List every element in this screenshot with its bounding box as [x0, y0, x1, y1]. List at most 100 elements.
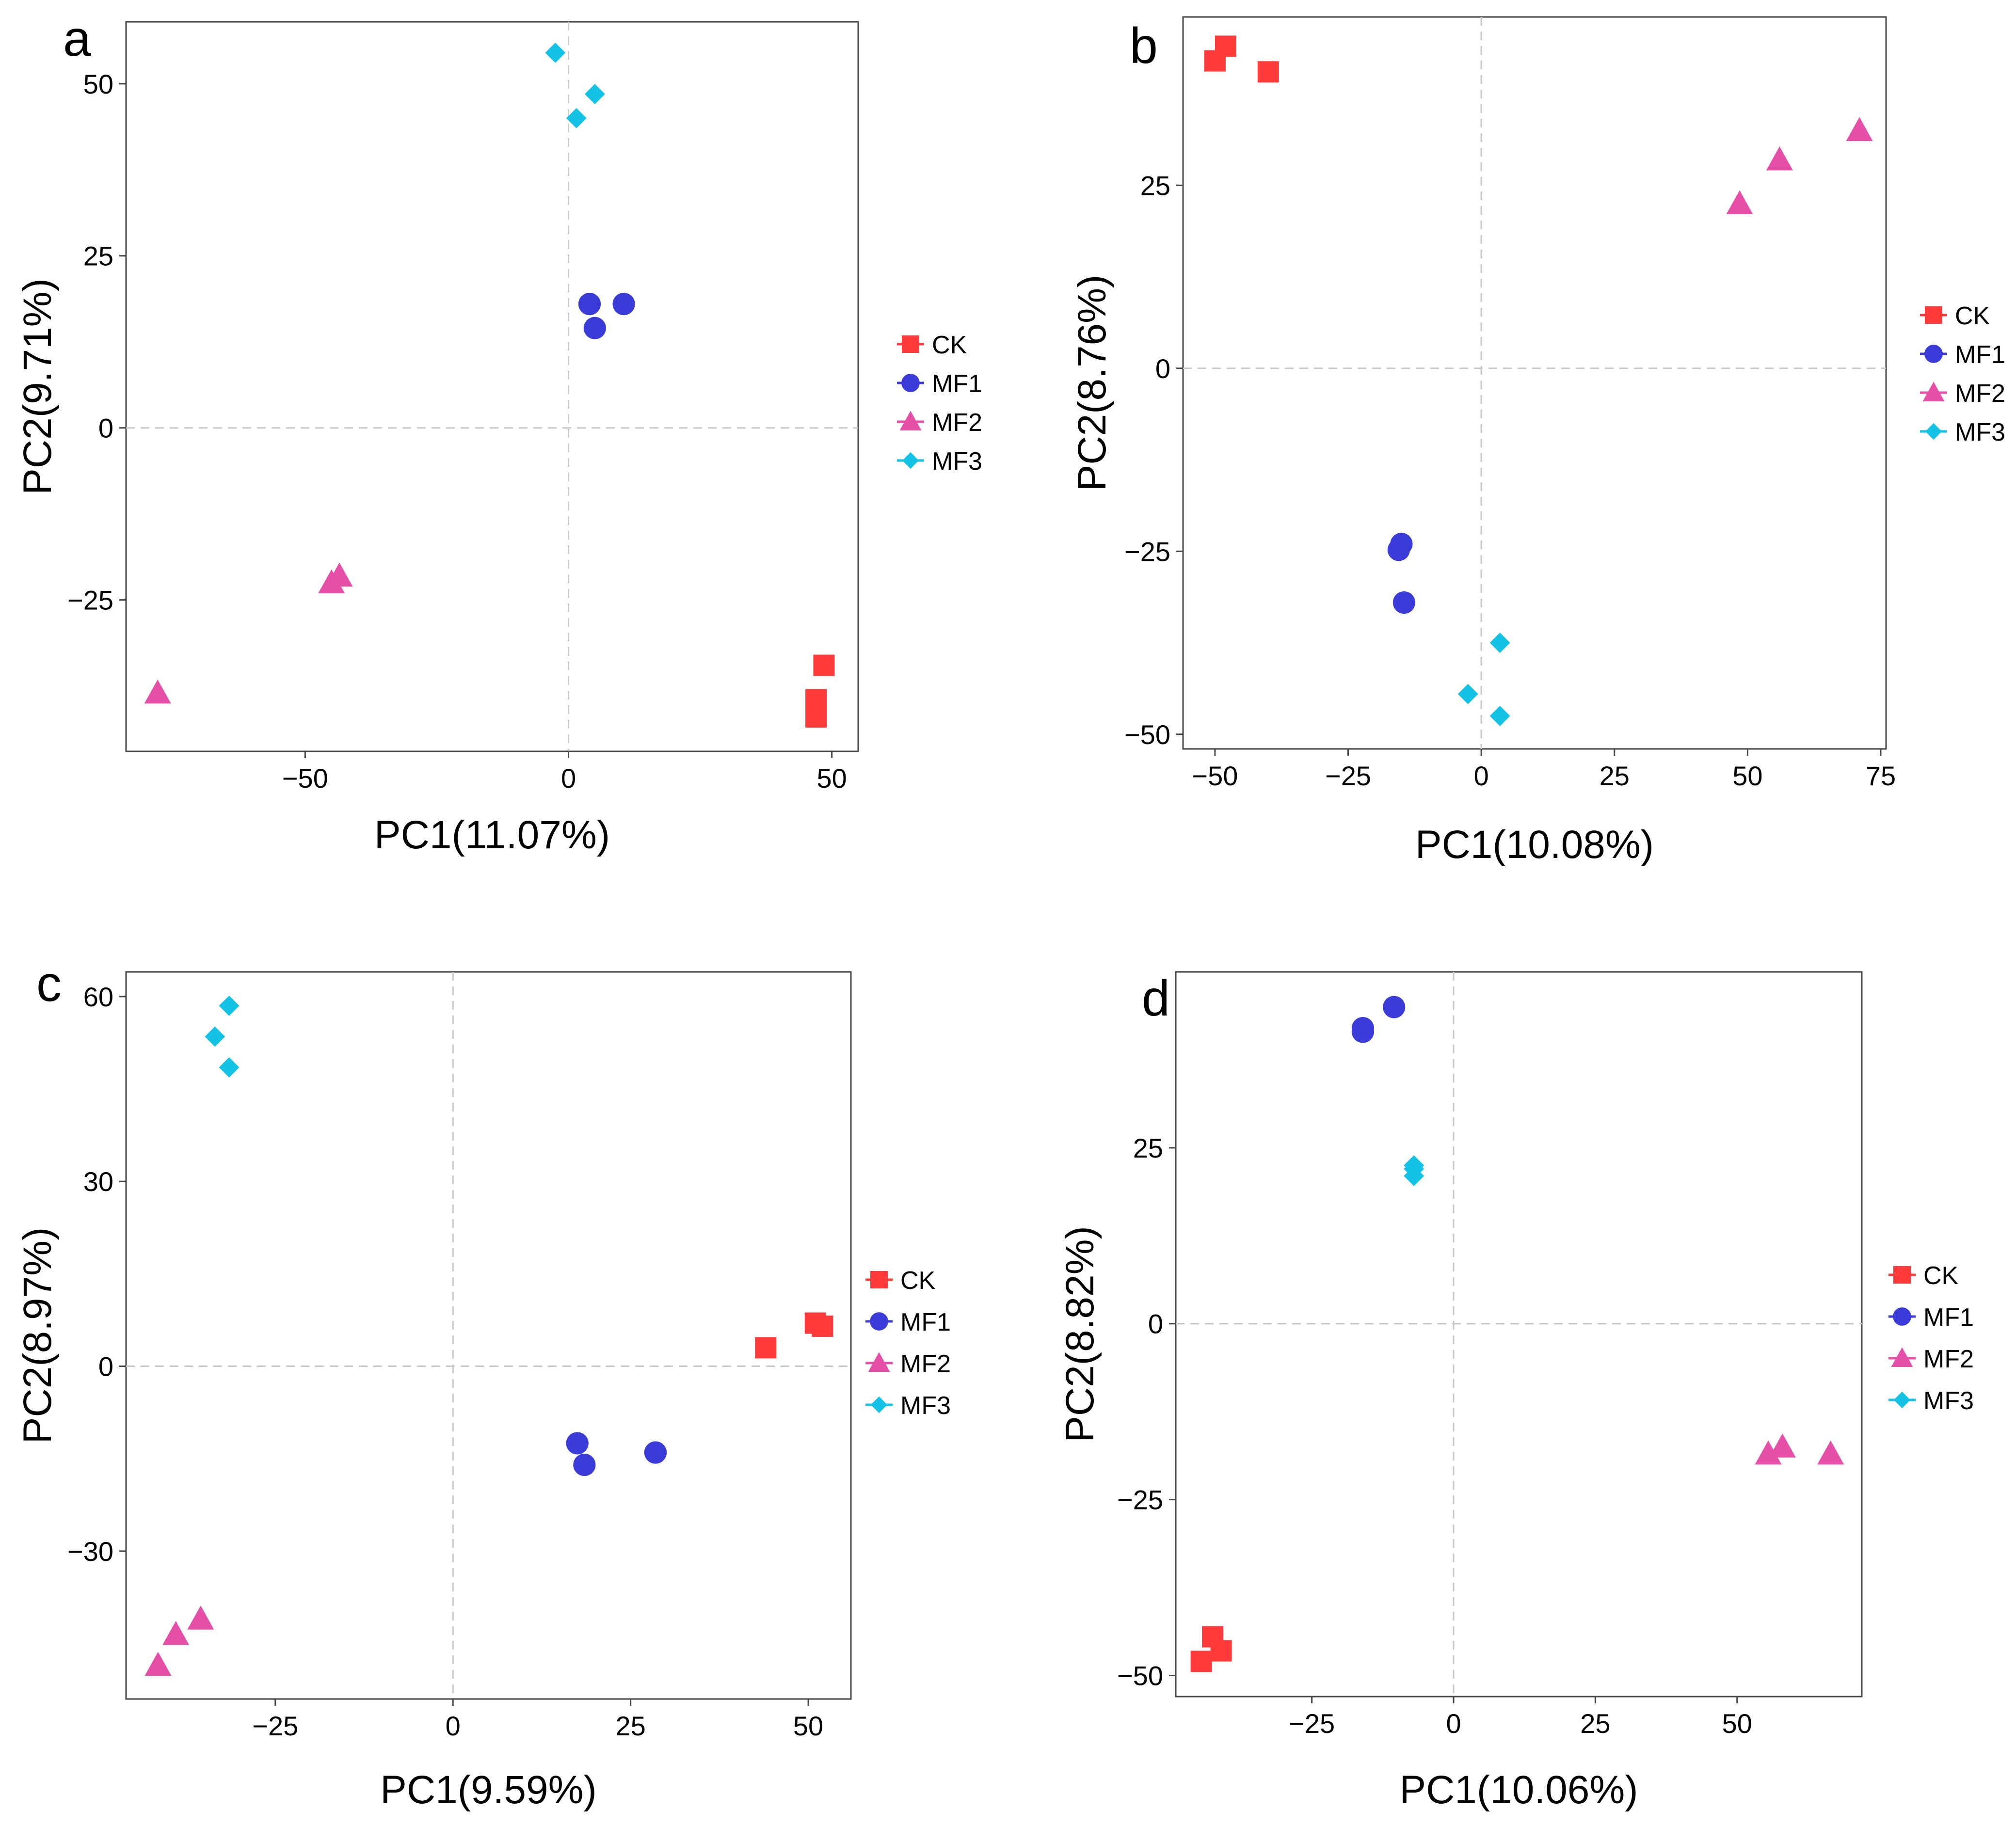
x-axis-title: PC1(10.08%)	[1415, 823, 1654, 867]
point-mf3	[584, 84, 605, 104]
point-mf2	[1766, 146, 1793, 171]
legend-marker-ck	[1925, 306, 1942, 324]
legend-marker-mf3	[1925, 423, 1942, 440]
x-tick-label: −25	[1289, 1708, 1335, 1739]
y-tick-label: 25	[83, 241, 113, 271]
panel-c: −25 0 25 50 −30 0 30 60 PC1(9.59%) PC2(8.97%) c CK M…	[16, 956, 951, 1812]
legend-label-mf2: MF2	[1923, 1345, 1974, 1373]
panel-a: −50 0 50 −25 0 25 50 PC1(11.07%) PC2(9.71%) a CK MF…	[16, 11, 982, 857]
legend-marker-mf1	[1893, 1307, 1911, 1326]
point-mf1	[1392, 591, 1415, 614]
x-tick-label: 50	[1722, 1708, 1752, 1739]
point-ck	[755, 1337, 777, 1359]
point-mf1	[1387, 539, 1410, 561]
y-tick-label: −50	[1117, 1660, 1163, 1691]
point-mf1	[566, 1432, 589, 1455]
point-mf2	[1769, 1433, 1796, 1458]
point-ck	[1204, 50, 1226, 72]
legend-marker-ck	[902, 335, 919, 353]
legend-marker-mf2	[1922, 381, 1945, 401]
x-tick-label: 0	[1474, 761, 1489, 791]
legend-label-mf1: MF1	[1923, 1303, 1974, 1332]
plot-frame	[125, 21, 859, 752]
legend-label-mf1: MF1	[932, 370, 982, 398]
y-tick-label: 30	[83, 1166, 113, 1197]
y-axis-title: PC2(9.71%)	[16, 278, 60, 495]
x-tick-label: 50	[1732, 761, 1762, 791]
x-axis-title: PC1(11.07%)	[374, 813, 610, 857]
panel-letter: a	[63, 11, 91, 67]
y-tick-label: 60	[83, 982, 113, 1012]
point-mf2	[162, 1621, 190, 1645]
point-mf2	[144, 1651, 172, 1676]
panel-letter: b	[1130, 18, 1158, 74]
legend-label-mf3: MF3	[932, 447, 982, 476]
y-tick-label: 25	[1133, 1133, 1163, 1163]
point-mf2	[1726, 190, 1753, 215]
point-mf3	[219, 1057, 240, 1078]
x-tick-label: 75	[1866, 761, 1896, 791]
point-mf2	[1846, 117, 1873, 142]
legend-label-ck: CK	[1923, 1262, 1959, 1290]
x-tick-label: −25	[1325, 761, 1371, 791]
legend-marker-mf2	[899, 411, 922, 430]
x-tick-label: −50	[1192, 761, 1238, 791]
panel-letter: c	[36, 956, 62, 1012]
point-mf2	[144, 679, 171, 704]
x-tick-label: −50	[282, 763, 328, 794]
y-tick-label: −25	[1117, 1485, 1163, 1515]
legend-label-mf3: MF3	[1955, 418, 2005, 446]
point-mf3	[1489, 706, 1510, 726]
point-mf1	[583, 317, 606, 339]
y-axis-title: PC2(8.82%)	[1058, 1226, 1102, 1443]
legend-marker-mf2	[868, 1352, 890, 1372]
x-tick-label: 0	[446, 1711, 461, 1741]
point-mf3	[566, 108, 587, 128]
y-tick-label: 0	[98, 413, 113, 444]
point-mf3	[545, 42, 566, 63]
legend-label-mf1: MF1	[900, 1308, 951, 1336]
point-mf2	[318, 569, 345, 594]
point-mf1	[1351, 1020, 1375, 1043]
legend-label-mf2: MF2	[932, 409, 982, 437]
y-tick-label: 50	[83, 69, 113, 99]
legend-marker-ck	[870, 1271, 888, 1288]
x-tick-label: 25	[1580, 1708, 1610, 1739]
point-mf1	[573, 1453, 596, 1477]
point-mf2	[1755, 1440, 1782, 1465]
plot-frame	[1182, 16, 1887, 750]
point-mf3	[1457, 683, 1478, 704]
legend-marker-mf3	[870, 1396, 888, 1413]
point-ck	[805, 706, 827, 728]
legend-marker-mf1	[1924, 345, 1943, 363]
legend-marker-mf1	[901, 374, 920, 392]
point-ck	[1190, 1651, 1212, 1672]
point-mf2	[1817, 1440, 1844, 1465]
legend-marker-mf1	[870, 1312, 888, 1331]
y-tick-label: 0	[1155, 353, 1170, 384]
x-tick-label: 0	[561, 763, 576, 794]
point-mf1	[1383, 996, 1406, 1018]
plot-frame	[1175, 971, 1863, 1698]
y-tick-label: 0	[98, 1351, 113, 1382]
point-mf3	[1404, 1166, 1424, 1186]
panel-d: −25 0 25 50 −50 −25 0 25 PC1(10.06%) PC2(8.82%) d C…	[1058, 970, 1974, 1812]
legend-label-mf3: MF3	[900, 1392, 951, 1420]
point-mf3	[1489, 633, 1510, 653]
x-tick-label: 0	[1446, 1708, 1461, 1739]
panel-b: −50 −25 0 25 50 75 −50 −25 0 25 PC1(10.08%) PC2(8.7…	[1070, 16, 2005, 867]
legend-label-ck: CK	[900, 1267, 936, 1295]
x-tick-label: −25	[252, 1711, 298, 1741]
legend-label-ck: CK	[1955, 302, 1990, 330]
point-ck	[1257, 61, 1279, 83]
y-axis-title: PC2(8.97%)	[16, 1227, 60, 1444]
y-tick-label: −25	[1124, 536, 1170, 567]
legend-marker-mf2	[1891, 1347, 1913, 1367]
point-ck	[812, 1315, 833, 1337]
point-mf1	[612, 293, 635, 316]
point-mf1	[578, 293, 601, 316]
point-mf2	[187, 1605, 214, 1630]
point-ck	[1210, 1640, 1232, 1662]
